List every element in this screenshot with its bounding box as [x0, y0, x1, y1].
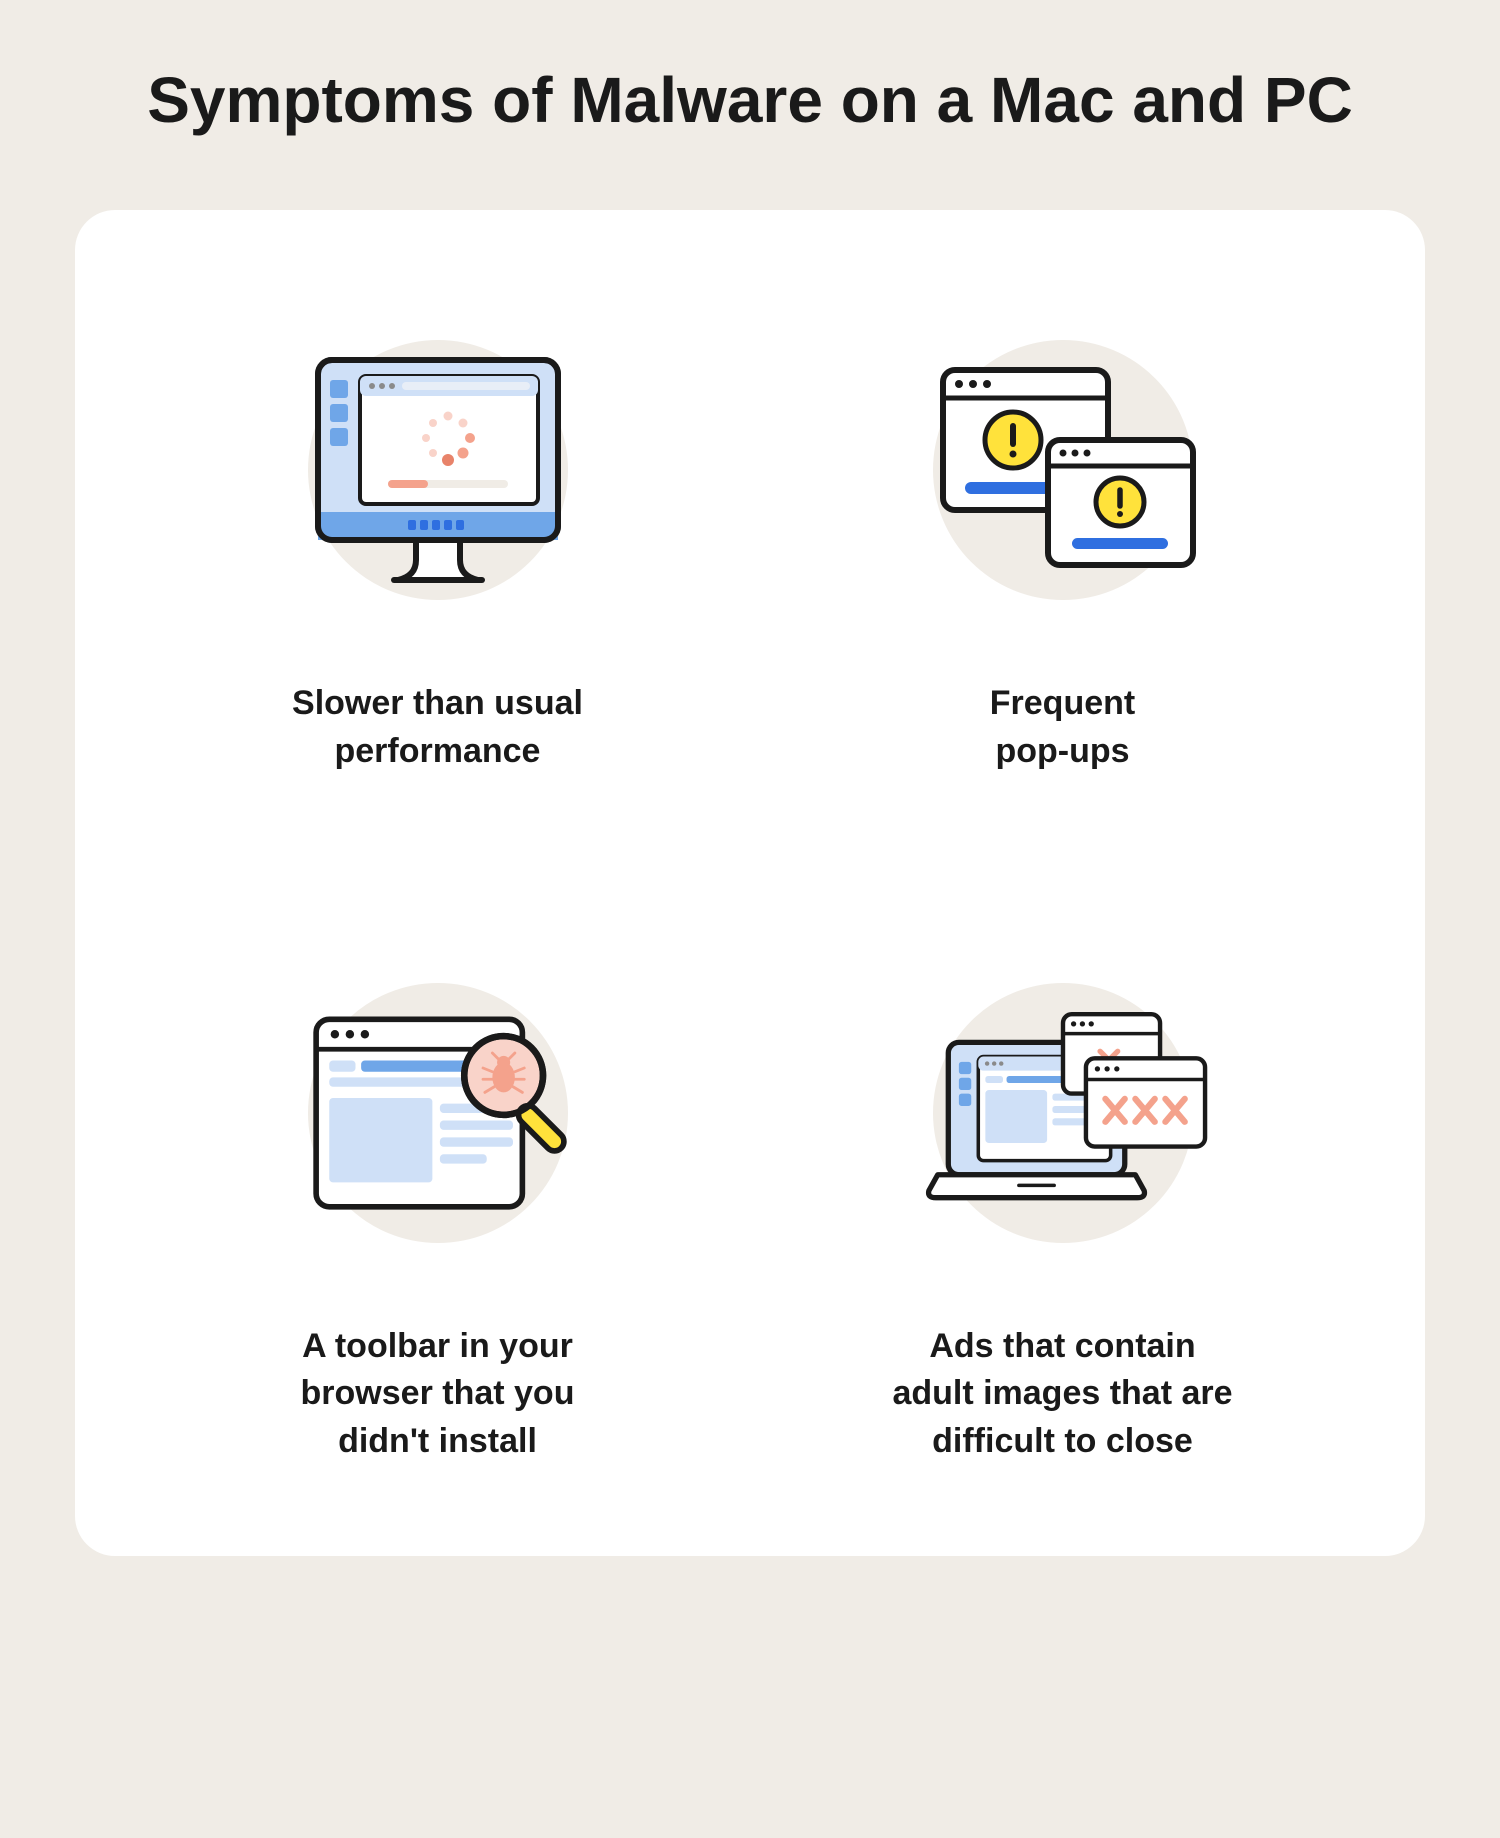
symptom-caption: Frequent pop-ups [990, 680, 1135, 775]
symptom-toolbar: A toolbar in your browser that you didn'… [145, 963, 730, 1466]
laptop-ads-xxx-icon [913, 963, 1213, 1263]
browser-magnify-bug-icon [288, 963, 588, 1263]
monitor-loading-icon [288, 320, 588, 620]
page-title: Symptoms of Malware on a Mac and PC [75, 60, 1425, 140]
symptom-popups: Frequent pop-ups [770, 320, 1355, 823]
symptom-slow-performance: Slower than usual performance [145, 320, 730, 823]
symptom-caption: Ads that contain adult images that are d… [892, 1323, 1232, 1466]
infographic-card: Slower than usual performance [75, 210, 1425, 1556]
symptom-caption: A toolbar in your browser that you didn'… [301, 1323, 575, 1466]
popup-warning-icon [913, 320, 1213, 620]
symptom-caption: Slower than usual performance [292, 680, 583, 775]
symptom-ads: Ads that contain adult images that are d… [770, 963, 1355, 1466]
